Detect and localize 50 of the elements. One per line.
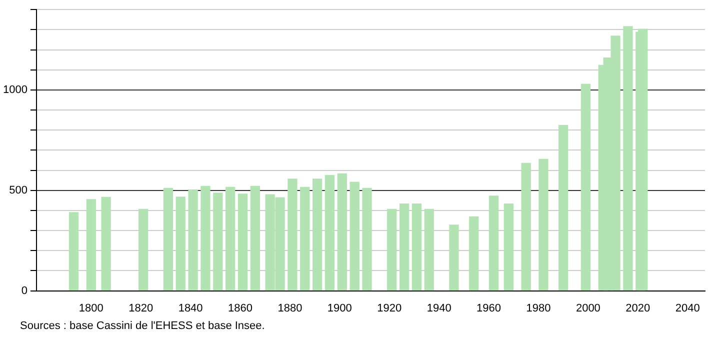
x-tick-label: 1940 [426, 302, 452, 314]
bar [469, 216, 479, 291]
bar [449, 224, 459, 291]
bar [213, 192, 223, 291]
y-tick-label: 500 [9, 184, 28, 196]
x-tick-label: 1920 [377, 302, 402, 314]
x-tick-label: 1800 [78, 302, 104, 314]
x-tick-label: 1960 [476, 302, 502, 314]
x-tick-label: 2020 [626, 302, 650, 314]
bar [623, 26, 633, 291]
x-tick-label: 2000 [576, 302, 600, 314]
bar [488, 196, 499, 291]
bar [138, 208, 148, 291]
bar [68, 212, 79, 291]
bar [558, 124, 568, 291]
y-tick-label: 0 [21, 284, 28, 297]
bar [362, 188, 372, 291]
bar [312, 178, 322, 291]
source-note: Sources : base Cassini de l'EHESS et base Insee. [20, 320, 265, 332]
bar [521, 162, 531, 291]
x-tick-label: 1980 [526, 302, 551, 314]
bar [324, 174, 335, 291]
bar [188, 189, 198, 291]
bar [250, 186, 260, 291]
bar [101, 196, 111, 291]
y-tick-label: 1000 [2, 84, 28, 96]
bar [350, 182, 360, 291]
bar [504, 204, 514, 291]
x-tick-label: 1900 [327, 302, 352, 314]
bar [580, 84, 591, 291]
bar [225, 186, 236, 291]
bar [288, 178, 298, 291]
bar [337, 173, 347, 291]
x-tick-label: 1820 [128, 302, 154, 314]
x-tick-label: 1860 [228, 302, 252, 314]
bar [238, 194, 248, 291]
bar [538, 158, 548, 291]
bar [200, 186, 210, 291]
bar [86, 199, 96, 291]
bar [412, 204, 422, 291]
x-tick-label: 1880 [278, 302, 302, 314]
bar [176, 196, 186, 291]
x-tick-label: 1840 [178, 302, 203, 314]
bar [163, 188, 174, 291]
bar [300, 186, 310, 291]
bar [424, 208, 434, 291]
bar [638, 28, 648, 291]
bar [399, 204, 410, 291]
bar [387, 208, 397, 291]
x-tick-label: 2040 [675, 302, 700, 314]
